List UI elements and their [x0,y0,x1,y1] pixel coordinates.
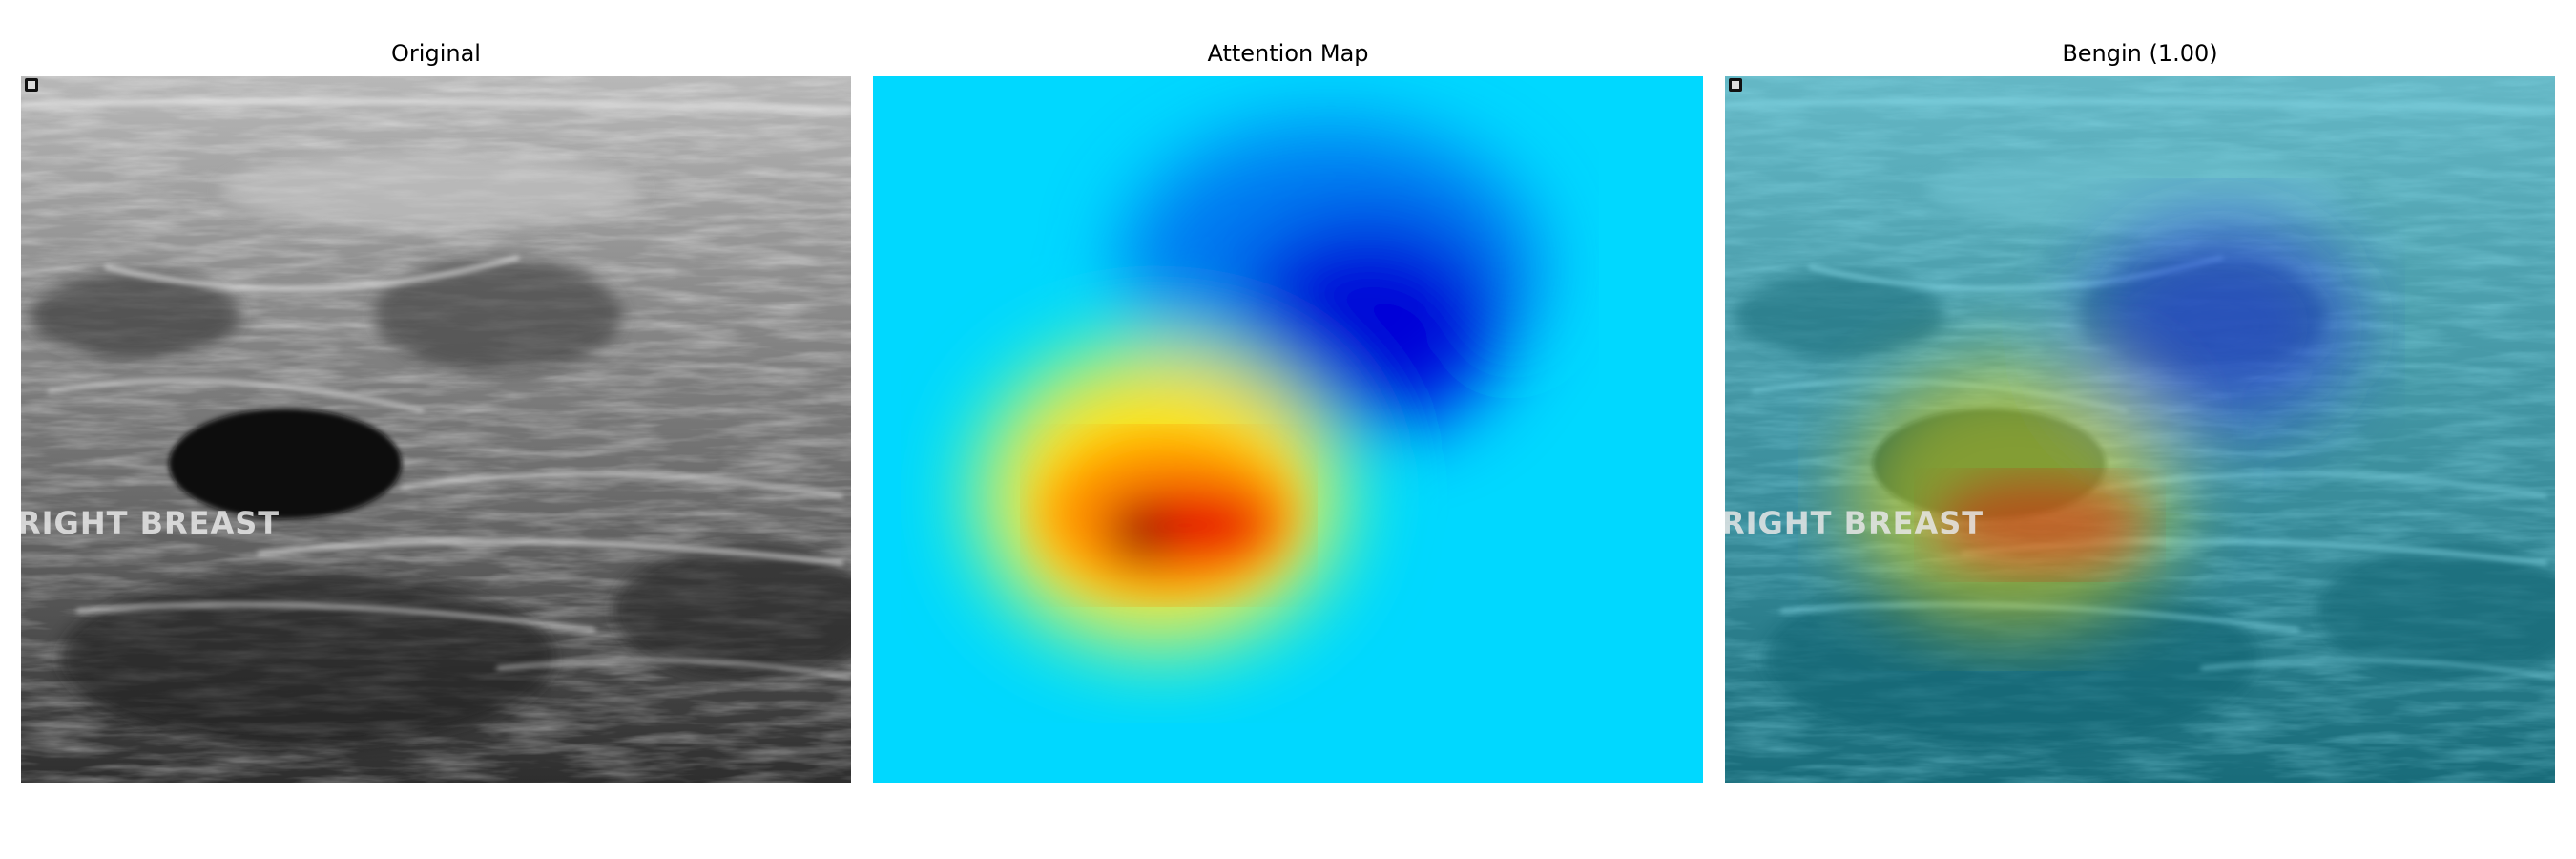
ultrasound-svg [21,76,851,783]
panel-title-attention: Attention Map [1207,40,1369,67]
blended-image: RIGHT BREAST [1725,76,2555,783]
image-overlay-label: RIGHT BREAST [21,505,280,541]
image-overlay-label: RIGHT BREAST [1725,505,1984,541]
dark-lesion [169,409,402,519]
corner-marker-icon [25,78,38,92]
panel-blend: Bengin (1.00) [1725,0,2555,859]
corner-marker-icon [1729,78,1742,92]
attention-heatmap [873,76,1703,783]
heatmap-svg [873,76,1703,783]
ultrasound-image: RIGHT BREAST [21,76,851,783]
panel-title-original: Original [391,40,481,67]
panel-title-blend: Bengin (1.00) [2062,40,2218,67]
blend-svg [1725,76,2555,783]
panel-attention: Attention Map [873,0,1703,859]
panel-original: Original [21,0,851,859]
